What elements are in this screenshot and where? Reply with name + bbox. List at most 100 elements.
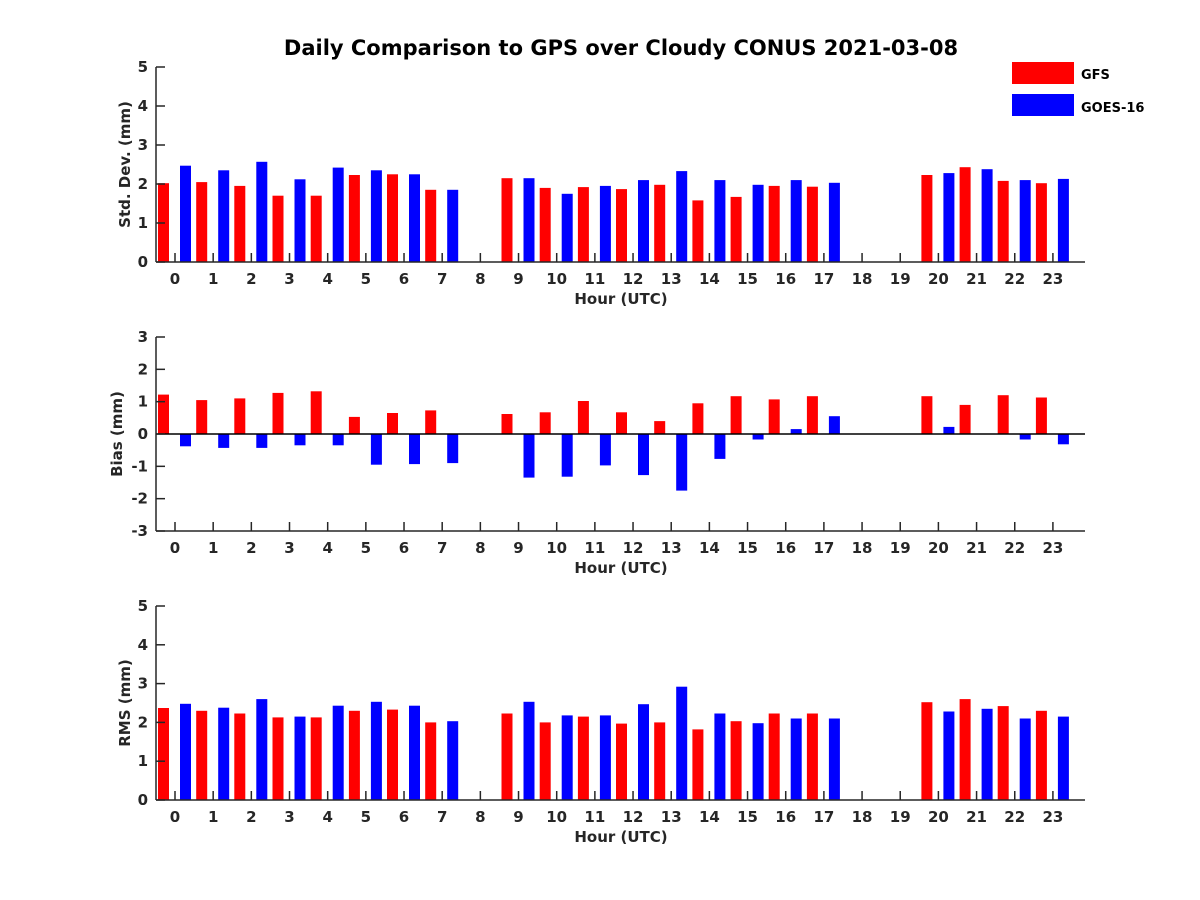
x-tick-label: 22 <box>1004 270 1025 288</box>
bar-gfs-hour-14 <box>692 200 704 262</box>
bar-gfs-hour-23 <box>1035 183 1047 262</box>
y-tick-label: 0 <box>138 253 148 271</box>
x-tick-label: 21 <box>966 539 987 557</box>
x-tick-label: 19 <box>890 539 911 557</box>
x-tick-label: 8 <box>475 539 485 557</box>
bar-gfs-hour-1 <box>196 400 208 434</box>
x-tick-label: 18 <box>852 808 873 826</box>
bar-goes16-hour-2 <box>256 161 268 262</box>
bar-gfs-hour-14 <box>692 403 704 434</box>
x-tick-label: 0 <box>170 270 180 288</box>
bar-goes16-hour-0 <box>180 703 191 800</box>
x-tick-label: 16 <box>775 808 796 826</box>
bar-goes16-hour-12 <box>638 434 649 476</box>
bar-goes16-hour-13 <box>676 686 688 800</box>
legend-swatch-goes16 <box>1012 94 1074 116</box>
bar-goes16-hour-5 <box>370 434 382 465</box>
bar-goes16-hour-4 <box>332 705 344 800</box>
x-tick-label: 9 <box>513 539 523 557</box>
bar-goes16-hour-10 <box>561 193 573 263</box>
x-tick-label: 21 <box>966 808 987 826</box>
bar-goes16-hour-14 <box>714 180 726 262</box>
x-tick-label: 7 <box>437 808 447 826</box>
bar-gfs-hour-1 <box>196 710 208 800</box>
x-tick-label: 3 <box>284 539 294 557</box>
bar-goes16-hour-7 <box>447 189 459 262</box>
y-tick-label: 0 <box>138 425 148 443</box>
bar-gfs-hour-3 <box>272 392 284 434</box>
bar-goes16-hour-17 <box>828 416 840 434</box>
legend-label-goes16: GOES-16 <box>1081 101 1144 116</box>
x-tick-label: 21 <box>966 270 987 288</box>
bar-gfs-hour-11 <box>577 401 589 434</box>
bar-gfs-hour-12 <box>616 412 627 434</box>
bar-gfs-hour-17 <box>806 396 818 434</box>
bar-gfs-hour-11 <box>577 716 589 800</box>
bar-goes16-hour-2 <box>256 699 268 800</box>
x-tick-label: 22 <box>1004 808 1025 826</box>
bar-goes16-hour-9 <box>523 434 535 478</box>
x-tick-label: 11 <box>584 808 605 826</box>
bar-goes16-hour-15 <box>752 184 764 262</box>
bar-gfs-hour-10 <box>539 412 551 434</box>
x-tick-label: 2 <box>246 270 256 288</box>
y-tick-label: 2 <box>138 713 148 731</box>
bar-gfs-hour-17 <box>806 713 818 800</box>
x-tick-label: 16 <box>775 539 796 557</box>
x-tick-label: 8 <box>475 270 485 288</box>
bar-goes16-hour-4 <box>332 167 344 262</box>
bar-goes16-hour-7 <box>447 721 459 800</box>
x-tick-label: 6 <box>399 539 409 557</box>
bar-goes16-hour-20 <box>943 711 955 800</box>
x-tick-label: 12 <box>623 808 644 826</box>
bar-gfs-hour-21 <box>959 404 971 434</box>
x-tick-label: 5 <box>361 539 371 557</box>
bar-goes16-hour-16 <box>790 180 802 262</box>
x-tick-label: 3 <box>284 808 294 826</box>
bar-goes16-hour-17 <box>828 718 840 800</box>
x-tick-label: 6 <box>399 270 409 288</box>
bar-gfs-hour-23 <box>1035 397 1047 434</box>
chart-legend: GFS GOES-16 <box>1012 62 1144 116</box>
x-axis-label: Hour (UTC) <box>574 828 667 846</box>
bar-goes16-hour-23 <box>1057 434 1069 445</box>
x-tick-label: 12 <box>623 539 644 557</box>
x-tick-label: 9 <box>513 270 523 288</box>
bar-gfs-hour-2 <box>234 185 246 262</box>
bar-goes16-hour-9 <box>523 701 535 800</box>
x-axis-label: Hour (UTC) <box>574 290 667 308</box>
x-tick-label: 4 <box>322 539 332 557</box>
y-tick-label: 4 <box>138 97 148 115</box>
bar-gfs-hour-11 <box>577 187 589 262</box>
x-tick-label: 8 <box>475 808 485 826</box>
y-tick-label: -2 <box>131 490 148 508</box>
bar-goes16-hour-20 <box>943 173 955 262</box>
x-tick-label: 10 <box>546 808 567 826</box>
x-tick-label: 23 <box>1042 270 1063 288</box>
x-tick-label: 13 <box>661 808 682 826</box>
bar-gfs-hour-12 <box>616 189 627 262</box>
bar-gfs-hour-7 <box>425 189 437 262</box>
x-tick-label: 5 <box>361 270 371 288</box>
bar-goes16-hour-16 <box>790 718 802 800</box>
x-tick-label: 0 <box>170 539 180 557</box>
bar-goes16-hour-15 <box>752 434 764 440</box>
x-tick-label: 17 <box>813 808 834 826</box>
x-tick-label: 9 <box>513 808 523 826</box>
x-tick-label: 19 <box>890 808 911 826</box>
bar-goes16-hour-2 <box>256 434 268 448</box>
bar-gfs-hour-3 <box>272 717 284 800</box>
bar-goes16-hour-11 <box>599 715 611 800</box>
bar-gfs-hour-4 <box>310 195 322 262</box>
bar-gfs-hour-0 <box>158 708 169 800</box>
bar-goes16-hour-20 <box>943 426 955 434</box>
y-axis-label: RMS (mm) <box>116 659 134 746</box>
x-tick-label: 23 <box>1042 808 1063 826</box>
y-tick-label: -1 <box>131 457 148 475</box>
bar-goes16-hour-7 <box>447 434 459 464</box>
y-tick-label: 2 <box>138 175 148 193</box>
bar-goes16-hour-3 <box>294 179 306 262</box>
x-tick-label: 20 <box>928 270 949 288</box>
